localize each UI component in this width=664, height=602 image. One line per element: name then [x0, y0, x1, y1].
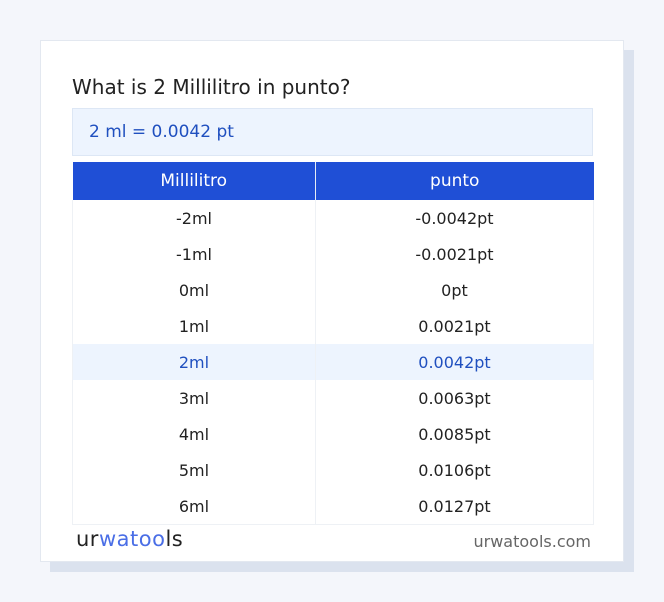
table-row: 1ml 0.0021pt — [72, 308, 595, 344]
punto-cell: 0.0127pt — [314, 488, 595, 525]
punto-cell: 0.0063pt — [314, 380, 595, 416]
table-row: 0ml 0pt — [72, 272, 595, 308]
conversion-result: 2 ml = 0.0042 pt — [72, 108, 593, 156]
punto-cell: -0.0042pt — [314, 200, 595, 236]
millilitro-cell: 0ml — [72, 272, 316, 308]
table-row: 4ml 0.0085pt — [72, 416, 595, 452]
column-header-millilitro: Millilitro — [72, 162, 316, 200]
millilitro-cell: 5ml — [72, 452, 316, 488]
millilitro-cell: 4ml — [72, 416, 316, 452]
punto-cell: -0.0021pt — [314, 236, 595, 272]
urwatools-logo[interactable]: urwatools — [76, 527, 184, 551]
table-header-row: Millilitro punto — [72, 162, 594, 200]
column-header-punto: punto — [314, 162, 594, 200]
site-url[interactable]: urwatools.com — [473, 532, 592, 551]
millilitro-cell: 3ml — [72, 380, 316, 416]
punto-cell: 0.0085pt — [314, 416, 595, 452]
table-row: -1ml -0.0021pt — [72, 236, 595, 272]
punto-cell: 0pt — [314, 272, 595, 308]
millilitro-cell: 2ml — [72, 344, 316, 380]
punto-cell: 0.0106pt — [314, 452, 595, 488]
millilitro-cell: 1ml — [72, 308, 316, 344]
punto-cell: 0.0021pt — [314, 308, 595, 344]
millilitro-cell: -1ml — [72, 236, 316, 272]
table-row: 3ml 0.0063pt — [72, 380, 595, 416]
table-row: 2ml 0.0042pt — [72, 344, 595, 380]
converter-card: What is 2 Millilitro in punto? 2 ml = 0.… — [40, 40, 624, 562]
table-row: 5ml 0.0106pt — [72, 452, 595, 488]
table-row: -2ml -0.0042pt — [72, 200, 595, 236]
millilitro-cell: -2ml — [72, 200, 316, 236]
table-row: 6ml 0.0127pt — [72, 488, 595, 525]
page-title: What is 2 Millilitro in punto? — [72, 75, 351, 99]
millilitro-cell: 6ml — [72, 488, 316, 525]
conversion-table: Millilitro punto -2ml -0.0042pt -1ml -0.002… — [72, 162, 595, 525]
punto-cell: 0.0042pt — [314, 344, 595, 380]
